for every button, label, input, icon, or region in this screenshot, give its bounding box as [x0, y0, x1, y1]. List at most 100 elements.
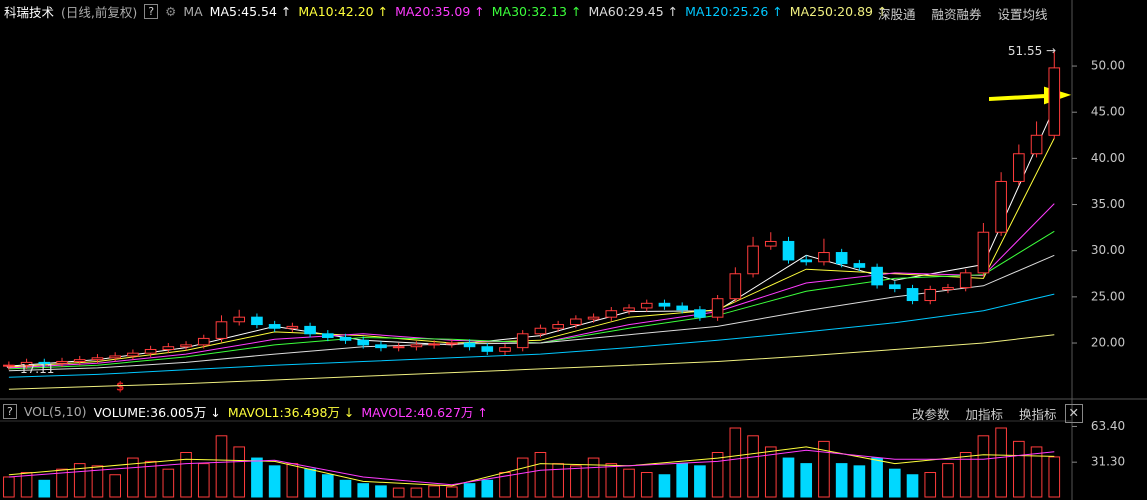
volume-bar: [676, 463, 688, 498]
volume-bar: [995, 427, 1007, 498]
volume-bar: [552, 463, 564, 498]
volume-bar: [906, 474, 919, 498]
help[interactable]: ?: [144, 3, 159, 19]
y-tick-label: 35.00: [1091, 197, 1125, 211]
volume-bar: [56, 468, 68, 498]
volume-bar: [924, 472, 937, 498]
menu-item[interactable]: 融资融券: [931, 7, 982, 22]
y-tick-label: 40.00: [1091, 151, 1125, 165]
candle-body: [729, 273, 742, 300]
volume-bar: [959, 451, 972, 498]
menu-item[interactable]: 加指标: [965, 407, 1004, 422]
volume-bar: [605, 463, 618, 498]
candle-body: [410, 344, 423, 348]
volume-bar: [339, 479, 352, 498]
candle-body: [570, 318, 582, 326]
legend-entry: MA250:20.89 ↑: [789, 3, 888, 19]
volume-bar: [144, 460, 157, 498]
volume-bar: [127, 457, 139, 498]
volume-bar: [463, 483, 476, 498]
legend-entry: MA10:42.20 ↑: [298, 3, 389, 19]
legend-entry: MA20:35.09 ↑: [395, 3, 485, 19]
volume-bar: [286, 463, 299, 498]
price-menu: 深股通 融资融券 设置均线: [862, 4, 1048, 23]
candle-body: [640, 302, 653, 309]
gear[interactable]: ⚙: [165, 3, 177, 19]
candle-body: [534, 327, 547, 335]
ma-line: [8, 137, 1055, 368]
subtitle: (日线,前复权): [61, 4, 138, 20]
legend-entry: MAVOL1:36.498万 ↓: [227, 404, 355, 420]
volume-bar: [251, 457, 263, 498]
candle-body: [516, 333, 529, 349]
volume-bar: [233, 446, 246, 498]
candle-body: [91, 357, 104, 361]
volume-bar: [375, 485, 387, 498]
title: 科瑞技术: [4, 4, 55, 20]
volume-bar: [516, 457, 529, 498]
volume-bar: [180, 451, 192, 498]
volume-bar: [658, 474, 671, 498]
volume-bar: [357, 483, 370, 498]
candle-body: [446, 342, 458, 345]
legend-entry: MA60:29.45 ↑: [588, 3, 679, 19]
marker: $: [116, 380, 124, 394]
candle-body: [463, 342, 476, 348]
candle-body: [375, 344, 387, 349]
volume-bar: [20, 472, 33, 498]
candle-body: [658, 302, 671, 307]
candle-body: [392, 346, 405, 349]
candle-body: [339, 336, 352, 341]
volume-bar: [446, 486, 458, 498]
volume-bar: [109, 474, 121, 498]
candle-body: [552, 324, 564, 329]
volume-bar: [694, 465, 706, 498]
volume-bar: [942, 463, 954, 498]
volume-bar: [534, 451, 547, 498]
legend-entry: MA5:45.54 ↑: [209, 3, 292, 19]
volume-bar: [162, 468, 175, 498]
volume-bar: [711, 451, 724, 498]
y-tick-label: 63.40: [1091, 419, 1125, 433]
candle-body: [268, 324, 281, 329]
volume-bar: [977, 435, 990, 498]
candle-body: [764, 240, 777, 247]
close[interactable]: ✕: [1064, 404, 1084, 423]
candle-body: [357, 339, 370, 346]
volume-menu: 改参数 加指标 换指标 ✕: [896, 404, 1084, 423]
help[interactable]: ?: [3, 403, 17, 419]
volume-bar: [764, 446, 777, 498]
volume-bar: [321, 474, 334, 498]
legend: MA5:45.54 ↑ MA10:42.20 ↑ MA20:35.09 ↑ MA30:…: [210, 4, 895, 19]
candle-body: [1048, 67, 1061, 136]
candle-body: [215, 321, 228, 339]
indicator: MA: [183, 3, 203, 19]
candle-body: [977, 231, 990, 274]
menu-item[interactable]: 换指标: [1019, 407, 1057, 422]
volume-bar: [871, 457, 883, 498]
candle-body: [1030, 134, 1043, 155]
menu-item[interactable]: 深股通: [878, 7, 916, 22]
low-label: 17.11: [20, 362, 54, 376]
menu-item[interactable]: 设置均线: [997, 7, 1048, 22]
candle-body: [871, 266, 883, 286]
ma-line: [8, 446, 1055, 487]
y-tick-label: 30.00: [1091, 243, 1125, 257]
menu-item[interactable]: 改参数: [912, 407, 950, 422]
candle-body: [587, 316, 600, 320]
volume-label: VOLUME:36.005万 ↓: [93, 404, 221, 420]
candle-body: [180, 344, 192, 348]
candle-body: [127, 352, 139, 357]
volume-bar: [38, 479, 51, 498]
ma-line: [8, 254, 1055, 372]
candle-body: [853, 263, 866, 268]
candle-body: [782, 240, 795, 261]
candle-body: [162, 346, 175, 350]
price-header: 科瑞技术 (日线,前复权) ? ⚙ MA MA5:45.54 ↑ MA10:42.…: [0, 0, 901, 22]
candle-body: [711, 298, 724, 318]
volume-bar: [268, 465, 281, 498]
volume-bar: [853, 465, 866, 498]
title: VOL(5,10): [23, 403, 87, 419]
